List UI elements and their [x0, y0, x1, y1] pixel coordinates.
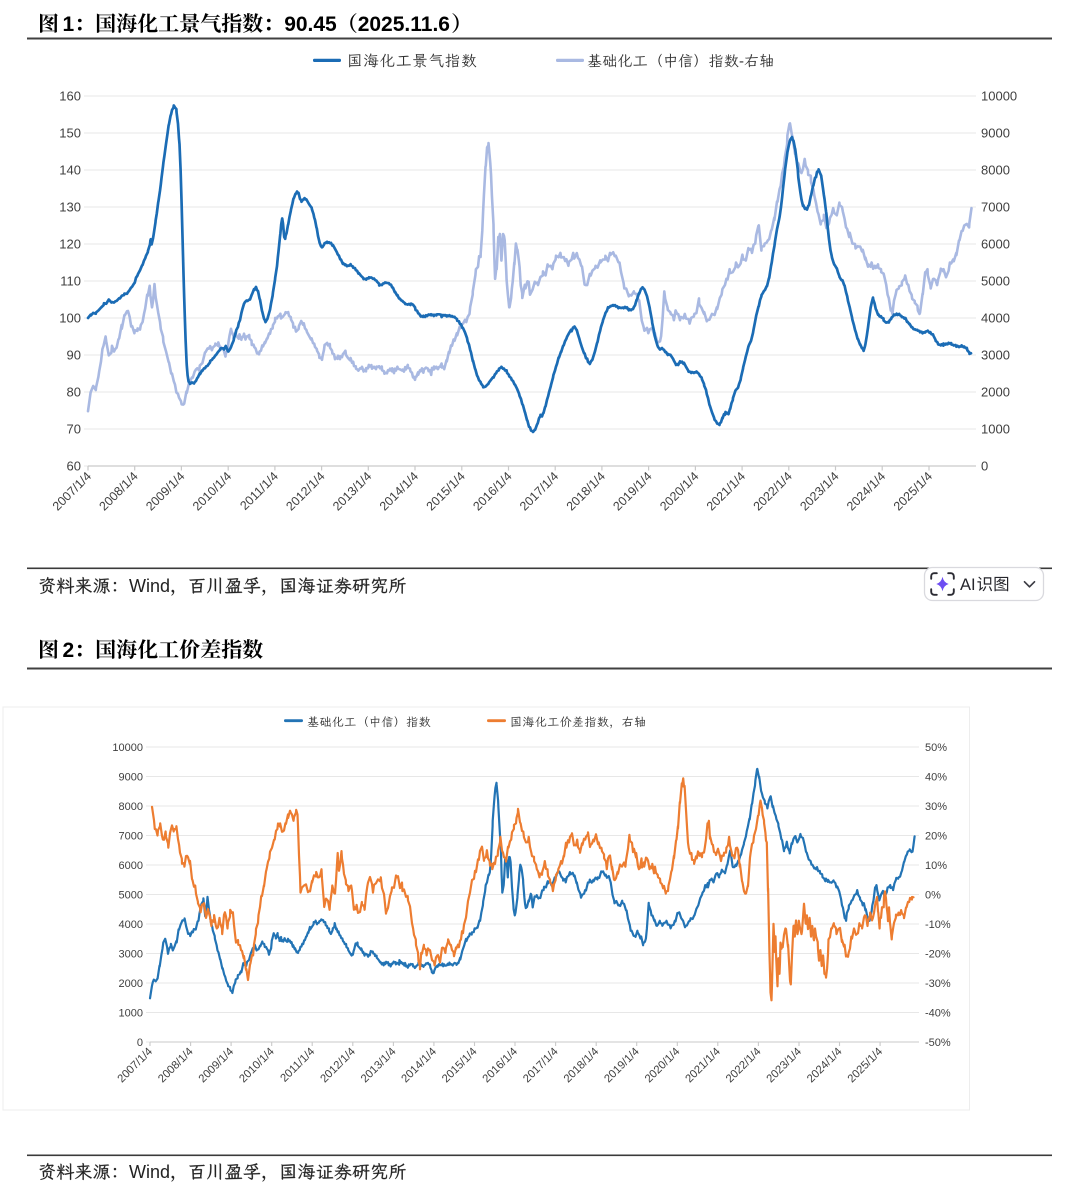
svg-text:100: 100	[59, 311, 81, 326]
svg-text:-10%: -10%	[925, 919, 951, 931]
svg-text:-30%: -30%	[925, 978, 951, 990]
svg-text:30%: 30%	[925, 801, 947, 813]
svg-text:4000: 4000	[119, 919, 143, 931]
svg-text:2025.11.6: 2025.11.6	[358, 13, 450, 36]
svg-text:10000: 10000	[981, 89, 1017, 104]
svg-text:3000: 3000	[119, 948, 143, 960]
svg-text:70: 70	[67, 422, 81, 437]
svg-text:3000: 3000	[981, 348, 1010, 363]
svg-text:5000: 5000	[119, 889, 143, 901]
svg-text:20%: 20%	[925, 830, 947, 842]
svg-text:2: 2	[63, 639, 75, 662]
svg-text:2000: 2000	[981, 385, 1010, 400]
svg-text:-50%: -50%	[925, 1037, 951, 1049]
svg-text:120: 120	[59, 237, 81, 252]
svg-text:150: 150	[59, 126, 81, 141]
svg-text:80: 80	[67, 385, 81, 400]
svg-text:1000: 1000	[981, 422, 1010, 437]
svg-text:7000: 7000	[119, 830, 143, 842]
svg-text:8000: 8000	[119, 801, 143, 813]
svg-text:-40%: -40%	[925, 1007, 951, 1019]
svg-text:8000: 8000	[981, 163, 1010, 178]
svg-text:0: 0	[137, 1037, 143, 1049]
svg-text:130: 130	[59, 200, 81, 215]
svg-text:1000: 1000	[119, 1007, 143, 1019]
svg-text:-: -	[739, 53, 744, 70]
svg-text:-20%: -20%	[925, 948, 951, 960]
svg-text:40%: 40%	[925, 771, 947, 783]
svg-text:140: 140	[59, 163, 81, 178]
svg-text:9000: 9000	[981, 126, 1010, 141]
svg-text:5000: 5000	[981, 274, 1010, 289]
svg-text:6000: 6000	[119, 860, 143, 872]
svg-text:90: 90	[67, 348, 81, 363]
svg-text:7000: 7000	[981, 200, 1010, 215]
svg-text:0: 0	[981, 459, 988, 474]
svg-text:2000: 2000	[119, 978, 143, 990]
svg-text:1: 1	[63, 13, 75, 36]
svg-text:6000: 6000	[981, 237, 1010, 252]
svg-text:9000: 9000	[119, 771, 143, 783]
svg-text:10000: 10000	[112, 742, 143, 754]
svg-text:50%: 50%	[925, 742, 947, 754]
svg-text:4000: 4000	[981, 311, 1010, 326]
svg-text:90.45: 90.45	[284, 13, 337, 36]
svg-text:AI: AI	[960, 576, 976, 594]
svg-text:10%: 10%	[925, 860, 947, 872]
svg-text:0%: 0%	[925, 889, 941, 901]
svg-text:Wind: Wind	[129, 1162, 170, 1182]
svg-text:Wind: Wind	[129, 576, 170, 596]
svg-text:110: 110	[60, 274, 81, 289]
svg-text:60: 60	[67, 459, 81, 474]
svg-text:160: 160	[59, 89, 81, 104]
